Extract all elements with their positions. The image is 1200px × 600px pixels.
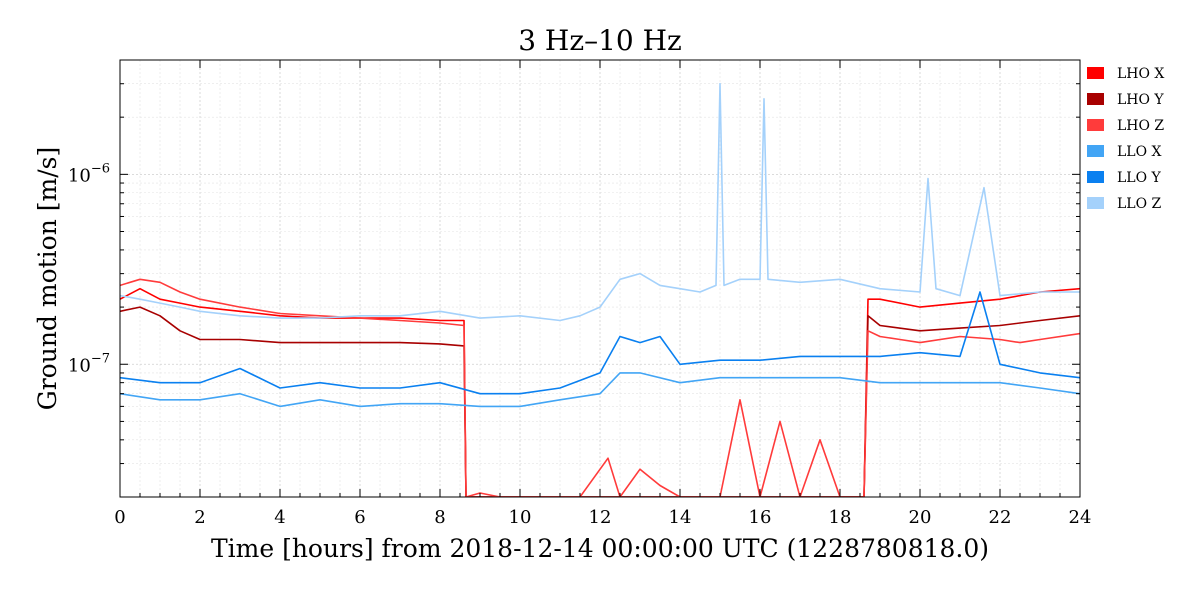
- legend-swatch: [1087, 119, 1104, 131]
- x-tick-label: 12: [589, 507, 612, 528]
- series-line-llo-x: [120, 372, 1080, 408]
- y-tick-label: 10−7: [68, 351, 110, 376]
- series-line-lho-y: [120, 306, 1080, 497]
- x-tick-label: 20: [909, 507, 932, 528]
- series-group: [120, 82, 1080, 497]
- legend-swatch: [1087, 67, 1104, 79]
- legend-swatch: [1087, 171, 1104, 183]
- series-line-llo-y: [120, 291, 1080, 395]
- x-tick-label: 18: [829, 507, 852, 528]
- series-line-lho-z: [120, 278, 1080, 497]
- x-tick-label: 14: [669, 507, 692, 528]
- x-tick-label: 22: [989, 507, 1012, 528]
- legend-label: LHO X: [1117, 66, 1164, 82]
- legend: LHO X LHO Y LHO Z LLO X LLO Y LLO Z: [1087, 66, 1164, 212]
- legend-label: LLO Z: [1117, 196, 1162, 212]
- series-line-lho-x: [120, 287, 1080, 497]
- x-axis-label: Time [hours] from 2018-12-14 00:00:00 UT…: [211, 534, 989, 563]
- legend-label: LHO Y: [1117, 92, 1164, 108]
- y-axis-label: Ground motion [m/s]: [33, 147, 62, 411]
- x-tick-label: 16: [749, 507, 772, 528]
- legend-swatch: [1087, 145, 1104, 157]
- legend-label: LLO X: [1117, 144, 1162, 160]
- x-tick-label: 0: [114, 507, 125, 528]
- legend-label: LLO Y: [1117, 170, 1162, 186]
- x-tick-label: 24: [1069, 507, 1092, 528]
- chart-title: 3 Hz–10 Hz: [518, 24, 682, 57]
- series-line-llo-z: [120, 82, 1080, 322]
- y-tick-label: 10−6: [68, 161, 110, 186]
- legend-label: LHO Z: [1117, 118, 1164, 134]
- x-tick-label: 8: [434, 507, 445, 528]
- x-tick-label: 10: [509, 507, 532, 528]
- x-tick-label: 6: [354, 507, 365, 528]
- legend-swatch: [1087, 197, 1104, 209]
- legend-swatch: [1087, 93, 1104, 105]
- x-tick-label: 4: [274, 507, 285, 528]
- x-tick-label: 2: [194, 507, 205, 528]
